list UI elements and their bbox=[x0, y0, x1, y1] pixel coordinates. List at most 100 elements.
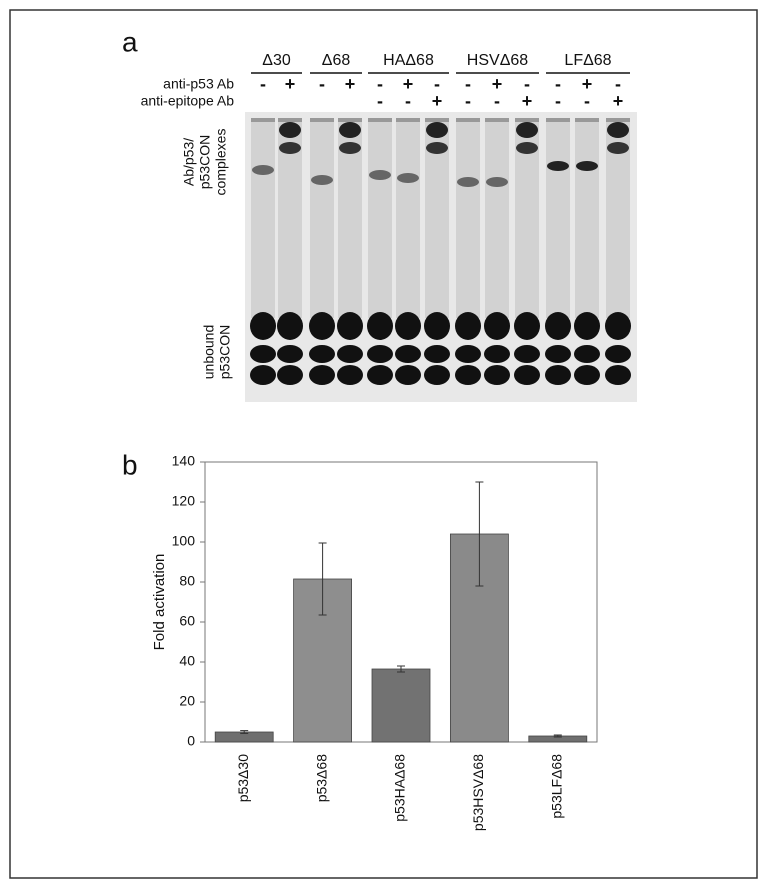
gel-label: Ab/p53/ bbox=[181, 138, 197, 186]
sign: - bbox=[494, 91, 500, 111]
sign: - bbox=[465, 91, 471, 111]
sign: - bbox=[319, 74, 325, 94]
band bbox=[574, 365, 600, 385]
sign: - bbox=[434, 74, 440, 94]
well bbox=[456, 118, 480, 122]
sign: - bbox=[377, 91, 383, 111]
well bbox=[310, 118, 334, 122]
y-tick-label: 140 bbox=[172, 453, 196, 469]
x-tick-label: p53Δ68 bbox=[313, 754, 329, 802]
well bbox=[425, 118, 449, 122]
y-tick-label: 120 bbox=[172, 493, 196, 509]
band bbox=[514, 345, 540, 363]
gel-label: p53CON bbox=[217, 325, 233, 379]
band bbox=[607, 122, 629, 138]
band bbox=[424, 312, 450, 340]
band bbox=[339, 122, 361, 138]
well bbox=[515, 118, 539, 122]
band bbox=[607, 142, 629, 154]
band bbox=[424, 345, 450, 363]
band bbox=[339, 142, 361, 154]
y-tick-label: 60 bbox=[179, 613, 195, 629]
sign: + bbox=[582, 74, 593, 94]
band bbox=[309, 345, 335, 363]
x-tick-label: p53HSVΔ68 bbox=[470, 754, 486, 831]
sign: - bbox=[584, 91, 590, 111]
lane-group-label: Δ68 bbox=[322, 52, 351, 69]
band bbox=[605, 365, 631, 385]
band bbox=[337, 365, 363, 385]
well bbox=[368, 118, 392, 122]
band bbox=[574, 345, 600, 363]
band bbox=[277, 312, 303, 340]
band bbox=[395, 345, 421, 363]
lane-smear bbox=[456, 118, 480, 318]
band bbox=[545, 312, 571, 340]
row-label: anti-epitope Ab bbox=[141, 93, 235, 109]
sign: + bbox=[403, 74, 414, 94]
lane-smear bbox=[485, 118, 509, 318]
band bbox=[455, 365, 481, 385]
band bbox=[367, 312, 393, 340]
band bbox=[337, 312, 363, 340]
panel-label: a bbox=[122, 26, 138, 57]
band bbox=[279, 122, 301, 138]
band bbox=[397, 173, 419, 183]
y-axis-label: Fold activation bbox=[151, 554, 168, 651]
panel-label: b bbox=[122, 449, 138, 480]
sign: - bbox=[377, 74, 383, 94]
well bbox=[338, 118, 362, 122]
band bbox=[574, 312, 600, 340]
band bbox=[516, 142, 538, 154]
lane-smear bbox=[396, 118, 420, 318]
band bbox=[514, 312, 540, 340]
row-label: anti-p53 Ab bbox=[163, 76, 234, 92]
sign: - bbox=[555, 74, 561, 94]
y-tick-label: 80 bbox=[179, 573, 195, 589]
band bbox=[455, 345, 481, 363]
y-tick-label: 20 bbox=[179, 693, 195, 709]
lane-smear bbox=[546, 118, 570, 318]
lane-group-label: LFΔ68 bbox=[564, 52, 611, 69]
band bbox=[395, 365, 421, 385]
band bbox=[369, 170, 391, 180]
sign: - bbox=[524, 74, 530, 94]
band bbox=[516, 122, 538, 138]
lane-group-label: HAΔ68 bbox=[383, 52, 434, 69]
lane-smear bbox=[368, 118, 392, 318]
band bbox=[337, 345, 363, 363]
well bbox=[575, 118, 599, 122]
gel-bands bbox=[250, 118, 631, 385]
well bbox=[546, 118, 570, 122]
well bbox=[396, 118, 420, 122]
band bbox=[576, 161, 598, 171]
sign: + bbox=[613, 91, 624, 111]
y-tick-label: 100 bbox=[172, 533, 196, 549]
sign: + bbox=[432, 91, 443, 111]
y-tick-label: 40 bbox=[179, 653, 195, 669]
y-tick-label: 0 bbox=[187, 733, 195, 749]
band bbox=[309, 312, 335, 340]
sign: - bbox=[615, 74, 621, 94]
lane-group-label: Δ30 bbox=[262, 52, 291, 69]
lane-smear bbox=[251, 118, 275, 318]
well bbox=[251, 118, 275, 122]
band bbox=[250, 365, 276, 385]
band bbox=[426, 122, 448, 138]
band bbox=[514, 365, 540, 385]
band bbox=[277, 365, 303, 385]
lane-group-label: HSVΔ68 bbox=[467, 52, 528, 69]
band bbox=[426, 142, 448, 154]
sign: - bbox=[405, 91, 411, 111]
band bbox=[486, 177, 508, 187]
sign: + bbox=[345, 74, 356, 94]
band bbox=[277, 345, 303, 363]
sign: - bbox=[260, 74, 266, 94]
gel-label: p53CON bbox=[197, 135, 213, 189]
band bbox=[309, 365, 335, 385]
sign: + bbox=[522, 91, 533, 111]
x-tick-label: p53HAΔ68 bbox=[392, 754, 408, 822]
band bbox=[279, 142, 301, 154]
gel-label: complexes bbox=[213, 129, 229, 196]
